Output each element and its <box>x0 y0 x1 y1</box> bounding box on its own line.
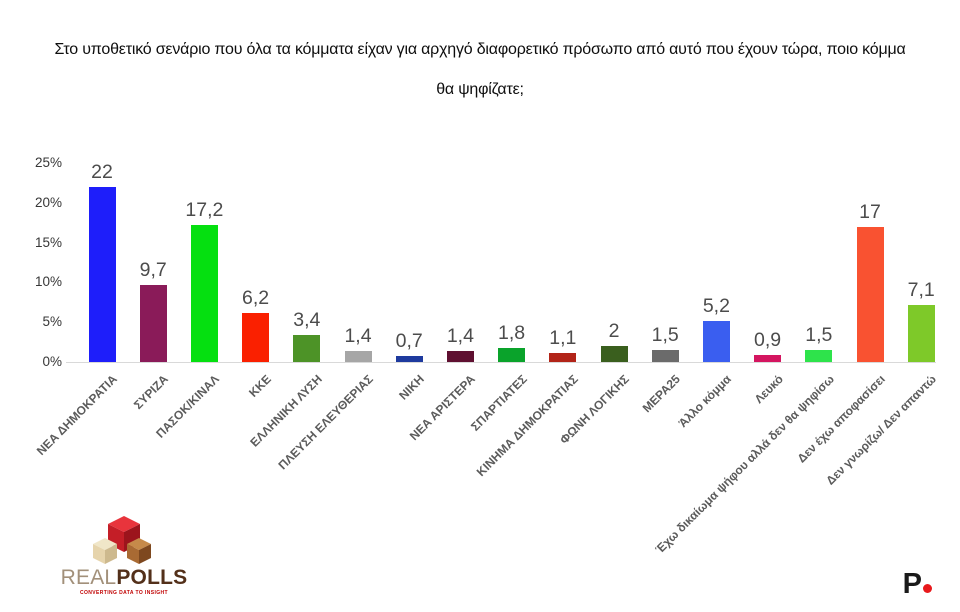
bar-value-label: 6,2 <box>242 287 270 309</box>
bar-category-label: ΜΕΡΑ25 <box>639 372 684 416</box>
y-axis-tick-label: 5% <box>42 314 62 330</box>
bar-category-label: Λευκό <box>751 372 786 407</box>
bar-value-label: 1,4 <box>446 325 474 347</box>
bar <box>242 313 270 362</box>
bar <box>805 350 833 362</box>
bar <box>856 227 884 362</box>
bar <box>600 346 628 362</box>
bar <box>190 225 218 362</box>
realpolls-logo: REALPOLLS CONVERTING DATA TO INSIGHT <box>44 514 204 596</box>
bar <box>907 305 935 362</box>
y-axis-tick-label: 15% <box>34 234 62 250</box>
bar <box>446 351 474 362</box>
y-axis-tick-label: 25% <box>34 155 62 170</box>
bar <box>293 335 321 362</box>
bar <box>139 285 167 362</box>
bar-value-label: 1,5 <box>805 324 833 346</box>
realpolls-cubes-icon <box>93 516 151 564</box>
bar-category-label: ΝΙΚΗ <box>396 372 428 403</box>
y-axis-tick-label: 10% <box>34 274 62 290</box>
bar-category-label: ΦΩΝΗ ΛΟΓΙΚΗΣ <box>557 372 632 447</box>
bar-value-label: 1,4 <box>344 325 372 347</box>
bar <box>395 356 423 362</box>
bar <box>88 187 116 362</box>
bar-category-label: ΝΕΑ ΑΡΙΣΤΕΡΑ <box>407 372 479 444</box>
politic-logo: P <box>903 568 932 601</box>
bar-category-label: Έχω δικαίωμα ψήφου αλλά δεν θα ψηφίσω <box>652 372 837 557</box>
bar <box>498 348 526 362</box>
bar-value-label: 2 <box>608 320 620 342</box>
bar <box>549 353 577 362</box>
bar-value-label: 1,8 <box>498 322 526 344</box>
bar <box>702 321 730 362</box>
bar-value-label: 22 <box>91 161 113 183</box>
realpolls-tagline: CONVERTING DATA TO INSIGHT <box>80 590 168 596</box>
bar-value-label: 1,5 <box>651 324 679 346</box>
bar-value-label: 0,9 <box>754 329 782 351</box>
politic-dot-icon <box>923 584 932 593</box>
bar-value-label: 7,1 <box>907 279 935 301</box>
bar <box>754 355 782 362</box>
bar-category-label: Δεν έχω αποφασίσει <box>794 372 888 466</box>
realpolls-word-polls: POLLS <box>116 566 188 589</box>
bar-value-label: 9,7 <box>139 259 167 281</box>
y-axis-tick-label: 20% <box>34 194 62 210</box>
bar-category-label: Άλλο κόμμα <box>676 372 735 431</box>
bar-value-label: 3,4 <box>293 309 321 331</box>
bar-value-label: 17 <box>859 201 881 223</box>
bar-value-label: 0,7 <box>395 330 423 352</box>
bar-category-label: ΣΠΑΡΤΙΑΤΕΣ <box>467 372 530 434</box>
bar-value-label: 17,2 <box>185 199 224 221</box>
x-axis-line <box>66 362 936 363</box>
chart-title: Στο υποθετικό σενάριο που όλα τα κόμματα… <box>54 41 906 98</box>
bar-value-label: 1,1 <box>549 327 577 349</box>
bar <box>344 351 372 362</box>
politic-letter: P <box>902 568 922 600</box>
bar-category-label: ΚΙΝΗΜΑ ΔΗΜΟΚΡΑΤΙΑΣ <box>473 372 581 480</box>
realpolls-word-real: REAL <box>60 566 117 589</box>
realpolls-wordmark: REALPOLLS <box>44 566 204 589</box>
bar <box>651 350 679 362</box>
bar-value-label: 5,2 <box>702 295 730 317</box>
y-axis-tick-label: 0% <box>42 354 62 369</box>
